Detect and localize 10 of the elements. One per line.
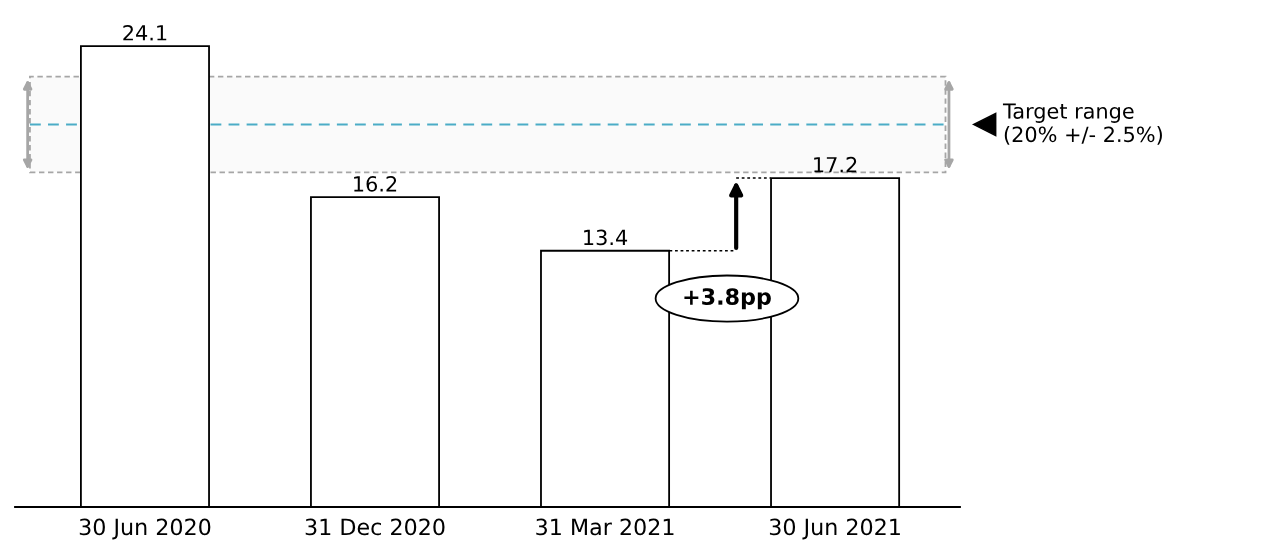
data-label: 17.2: [814, 156, 857, 173]
band-label: Target range (20% +/- 2.5%): [1002, 103, 1162, 145]
data-label: 16.2: [354, 175, 397, 192]
data-label: 24.1: [123, 24, 167, 41]
x-tick-label: 31 Dec 2020: [305, 518, 445, 536]
x-tick-label: 31 Mar 2021: [536, 518, 674, 536]
data-label: 13.4: [584, 229, 628, 246]
x-tick-label: 30 Jun 2020: [79, 518, 211, 540]
x-tick-label: 30 Jun 2021: [769, 518, 900, 540]
annotation: +3.8pp: [684, 288, 771, 310]
